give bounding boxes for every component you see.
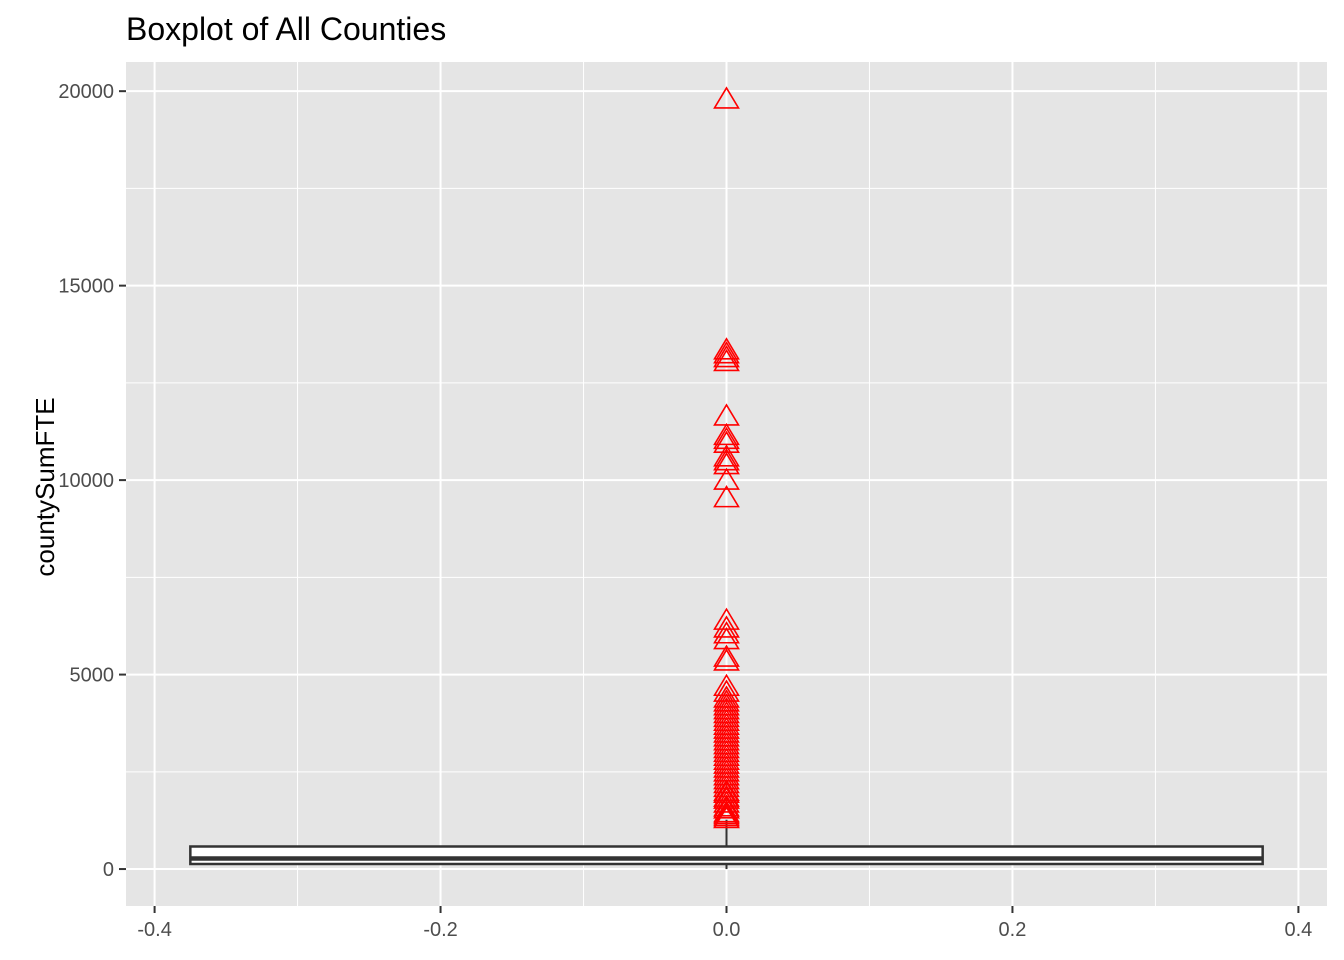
- outlier-point: [713, 805, 740, 829]
- y-tick-label: 15000: [58, 276, 114, 298]
- outlier-point: [713, 648, 740, 671]
- x-axis: -0.4 -0.2 0.0 0.2 0.4: [137, 906, 1312, 941]
- outlier-point: [713, 341, 740, 364]
- outlier-point: [713, 485, 740, 508]
- outlier-point: [713, 337, 740, 360]
- y-tick-label: 10000: [58, 470, 114, 492]
- outlier-point: [713, 796, 740, 819]
- y-tick-label: 20000: [58, 81, 114, 103]
- outlier-point: [713, 802, 740, 825]
- x-tick-label: 0.0: [713, 919, 741, 941]
- y-axis-label: countySumFTE: [30, 397, 60, 576]
- x-tick-label: 0.2: [999, 919, 1027, 941]
- outlier-point: [713, 444, 740, 467]
- chart-title: Boxplot of All Counties: [126, 11, 446, 47]
- box-rect: [189, 845, 1264, 866]
- outlier-point: [713, 644, 740, 667]
- outlier-point: [713, 615, 740, 638]
- x-tick-label: -0.4: [137, 919, 171, 941]
- outlier-point: [713, 621, 740, 644]
- outlier-point: [713, 451, 740, 475]
- x-tick-label: 0.4: [1284, 919, 1312, 941]
- y-axis: 0 5000 10000 15000 20000: [58, 81, 126, 881]
- outlier-point: [713, 800, 740, 823]
- x-tick-label: -0.2: [423, 919, 457, 941]
- y-tick-label: 5000: [70, 665, 115, 687]
- outlier-point: [713, 86, 740, 109]
- outlier-point: [713, 790, 740, 813]
- outlier-point: [713, 345, 740, 368]
- outlier-point: [713, 794, 740, 817]
- outlier-point: [713, 467, 740, 490]
- box-element: [189, 819, 1264, 870]
- y-tick-label: 0: [103, 859, 114, 881]
- outlier-point: [713, 803, 740, 827]
- outlier-point: [713, 348, 740, 372]
- outlier-points: [713, 86, 740, 829]
